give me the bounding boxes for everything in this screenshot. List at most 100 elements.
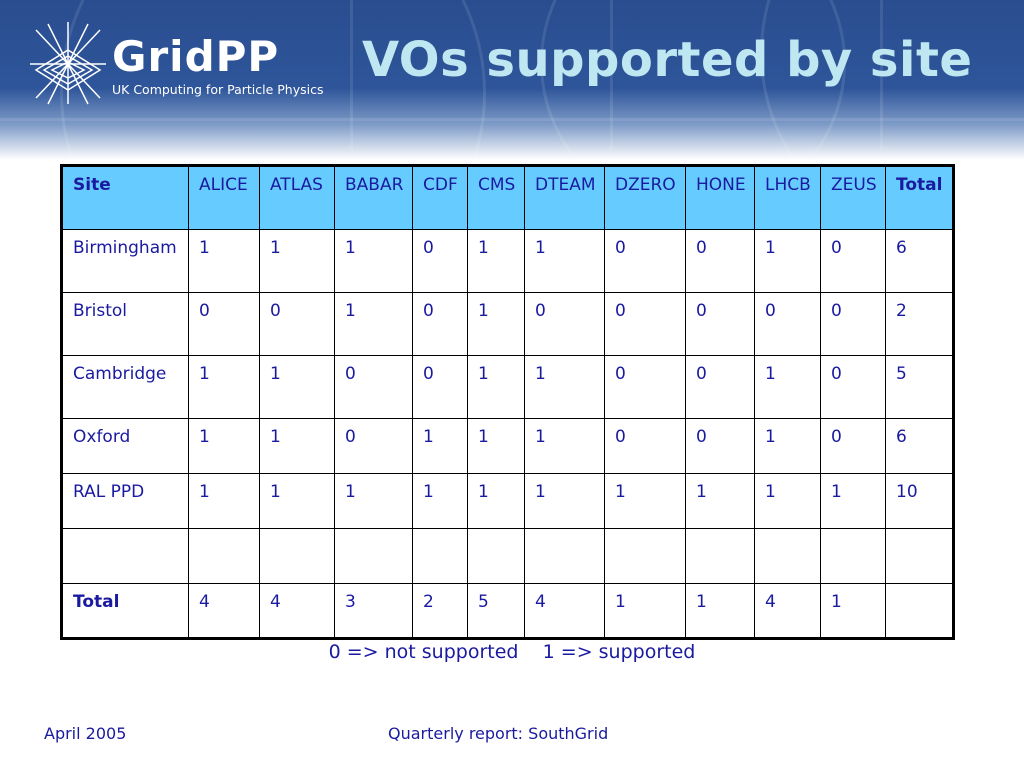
- table-cell: 4: [188, 583, 260, 639]
- column-header: ALICE: [188, 165, 260, 230]
- table-cell: [820, 528, 886, 584]
- table-cell: 1: [754, 418, 821, 474]
- table-cell: 0: [412, 355, 468, 419]
- page-title: VOs supported by site: [362, 32, 973, 88]
- table-cell: 0: [820, 229, 886, 293]
- row-site-cell: Bristol: [61, 292, 189, 356]
- table-cell: 0: [820, 292, 886, 356]
- table-cell: 1: [259, 355, 335, 419]
- vo-support-table: Site ALICE ATLAS BABAR CDF CMS DTEAM DZERO HONE L…: [60, 164, 955, 640]
- column-header: Site: [61, 165, 189, 230]
- table-cell: 0: [754, 292, 821, 356]
- table-cell: 1: [467, 292, 525, 356]
- table-cell: 0: [604, 355, 686, 419]
- table-cell: 0: [685, 229, 755, 293]
- table-cell: 4: [754, 583, 821, 639]
- row-site-cell: Total: [61, 583, 189, 639]
- table-cell: 4: [259, 583, 335, 639]
- table-row: RAL PPD 1 1 1 1 1 1 1 1 1 1 10: [61, 473, 954, 529]
- table-cell: 0: [412, 292, 468, 356]
- column-header: ZEUS: [820, 165, 886, 230]
- table-cell: [467, 528, 525, 584]
- table-cell: 1: [754, 473, 821, 529]
- table-cell: 5: [467, 583, 525, 639]
- table-cell: 1: [685, 583, 755, 639]
- table-cell: 0: [604, 292, 686, 356]
- table-cell: 1: [467, 355, 525, 419]
- table-cell: 1: [188, 473, 260, 529]
- table-cell: 1: [524, 229, 605, 293]
- table-cell: 1: [524, 355, 605, 419]
- table-cell: 0: [334, 418, 413, 474]
- table-cell: 1: [334, 473, 413, 529]
- column-header: DZERO: [604, 165, 686, 230]
- table-cell: 3: [334, 583, 413, 639]
- header-banner: [0, 0, 1024, 160]
- table-cell: 5: [885, 355, 954, 419]
- table-cell: 6: [885, 229, 954, 293]
- table-cell: 6: [885, 418, 954, 474]
- column-header: CDF: [412, 165, 468, 230]
- table-cell: 0: [524, 292, 605, 356]
- row-site-cell: Birmingham: [61, 229, 189, 293]
- table-cell: 4: [524, 583, 605, 639]
- table-cell: 0: [685, 292, 755, 356]
- column-header: CMS: [467, 165, 525, 230]
- table-cell: 1: [188, 229, 260, 293]
- table-row: Birmingham 1 1 1 0 1 1 0 0 1 0 6: [61, 229, 954, 293]
- table-row: Oxford 1 1 0 1 1 1 0 0 1 0 6: [61, 418, 954, 474]
- table-cell: 1: [259, 473, 335, 529]
- table-cell: 0: [685, 418, 755, 474]
- table-cell: [604, 528, 686, 584]
- table-cell: 0: [412, 229, 468, 293]
- table-cell: 0: [820, 418, 886, 474]
- table-cell: [754, 528, 821, 584]
- table-cell: [259, 528, 335, 584]
- table-cell: 0: [259, 292, 335, 356]
- footer-date: April 2005: [44, 724, 127, 743]
- table-cell: 1: [524, 418, 605, 474]
- row-site-cell: [61, 528, 189, 584]
- table-cell: 1: [188, 418, 260, 474]
- row-site-cell: RAL PPD: [61, 473, 189, 529]
- table-cell: 2: [885, 292, 954, 356]
- table-cell: 0: [188, 292, 260, 356]
- table-cell: 1: [334, 229, 413, 293]
- column-header: LHCB: [754, 165, 821, 230]
- table-row: Cambridge 1 1 0 0 1 1 0 0 1 0 5: [61, 355, 954, 419]
- table-row: Bristol 0 0 1 0 1 0 0 0 0 0 2: [61, 292, 954, 356]
- column-header: DTEAM: [524, 165, 605, 230]
- gridpp-logo-icon: [30, 22, 106, 105]
- table-cell: 1: [820, 583, 886, 639]
- table-cell: 0: [820, 355, 886, 419]
- table-cell: 1: [754, 229, 821, 293]
- table-cell: 1: [259, 229, 335, 293]
- table-cell: [412, 528, 468, 584]
- table-cell: 1: [604, 583, 686, 639]
- table-cell: 1: [754, 355, 821, 419]
- table-cell: 1: [412, 473, 468, 529]
- column-header: Total: [885, 165, 954, 230]
- table-header-row: Site ALICE ATLAS BABAR CDF CMS DTEAM DZERO HONE L…: [61, 165, 954, 230]
- table-cell: 1: [467, 418, 525, 474]
- table-cell: [334, 528, 413, 584]
- table-cell: 1: [604, 473, 686, 529]
- row-site-cell: Oxford: [61, 418, 189, 474]
- logo-subtitle: UK Computing for Particle Physics: [112, 82, 324, 97]
- table-cell: [188, 528, 260, 584]
- logo-title: GridPP: [112, 32, 280, 81]
- table-cell: 0: [604, 418, 686, 474]
- table-cell: 1: [188, 355, 260, 419]
- table-cell: 1: [467, 229, 525, 293]
- table-cell: 2: [412, 583, 468, 639]
- table-cell: [885, 528, 954, 584]
- table-cell: [685, 528, 755, 584]
- table-cell: [524, 528, 605, 584]
- table-cell: 10: [885, 473, 954, 529]
- table-cell: 1: [524, 473, 605, 529]
- table-cell: 1: [467, 473, 525, 529]
- footer-report-title: Quarterly report: SouthGrid: [388, 724, 609, 743]
- legend-text: 0 => not supported 1 => supported: [328, 641, 696, 663]
- table-cell: [885, 583, 954, 639]
- table-cell: 0: [685, 355, 755, 419]
